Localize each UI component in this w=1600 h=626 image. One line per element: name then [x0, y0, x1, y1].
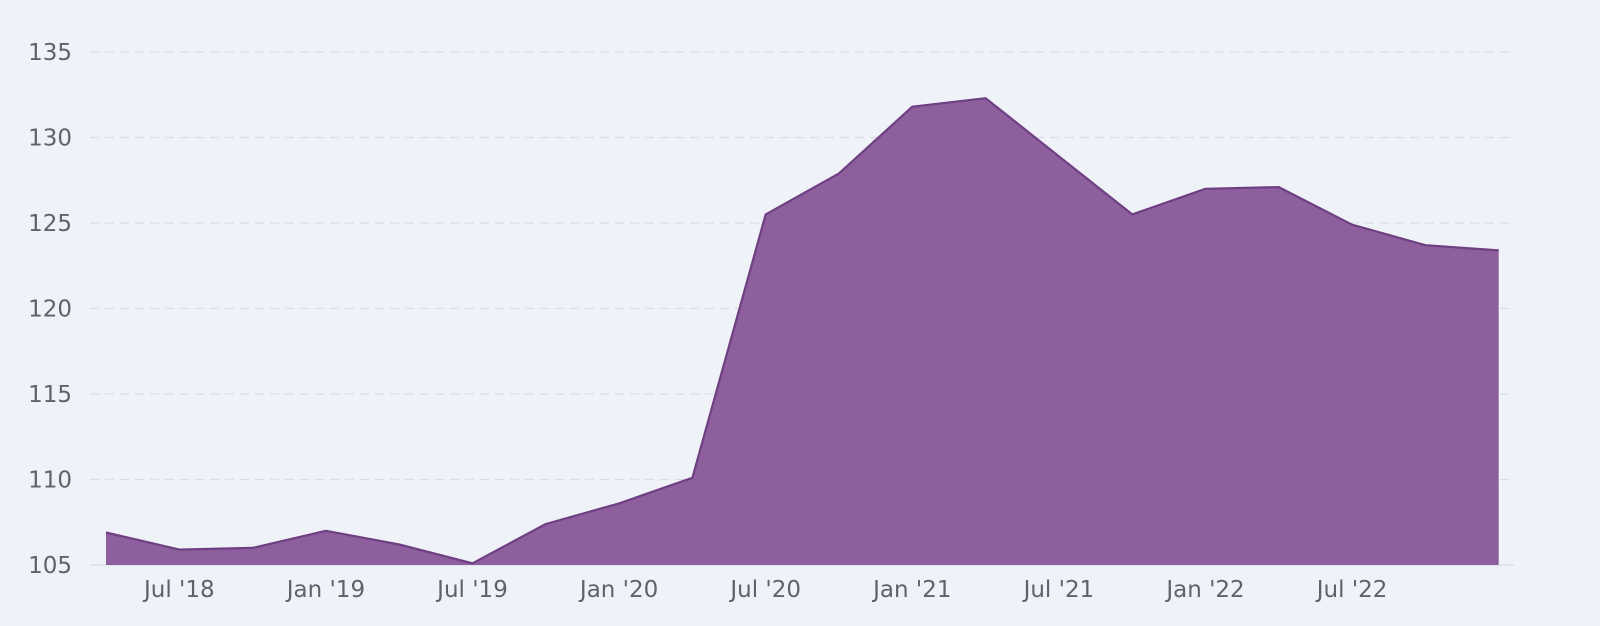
series-line — [105, 97, 1499, 565]
y-tick-label: 105 — [28, 553, 72, 579]
y-tick-label: 115 — [28, 382, 72, 408]
x-tick-label: Jul '21 — [1022, 577, 1095, 603]
x-tick-label: Jul '18 — [142, 577, 215, 603]
y-tick-label: 135 — [28, 40, 72, 66]
area-series — [105, 97, 1499, 565]
area-fill — [106, 98, 1499, 565]
y-tick-label: 110 — [28, 468, 72, 494]
y-axis-tick-labels: 105 110 115 120 125 130 135 — [28, 40, 72, 579]
y-tick-label: 130 — [28, 126, 72, 152]
y-tick-label: 125 — [28, 211, 72, 237]
x-tick-label: Jul '19 — [435, 577, 508, 603]
x-tick-label: Jan '19 — [285, 577, 365, 603]
x-tick-label: Jan '20 — [578, 577, 658, 603]
y-tick-label: 120 — [28, 297, 72, 323]
x-tick-label: Jul '22 — [1315, 577, 1388, 603]
x-tick-label: Jul '20 — [728, 577, 801, 603]
x-tick-label: Jan '21 — [871, 577, 951, 603]
x-axis-tick-labels: Jul '18 Jan '19 Jul '19 Jan '20 Jul '20 Jan '… — [142, 577, 1387, 603]
x-tick-label: Jan '22 — [1164, 577, 1244, 603]
